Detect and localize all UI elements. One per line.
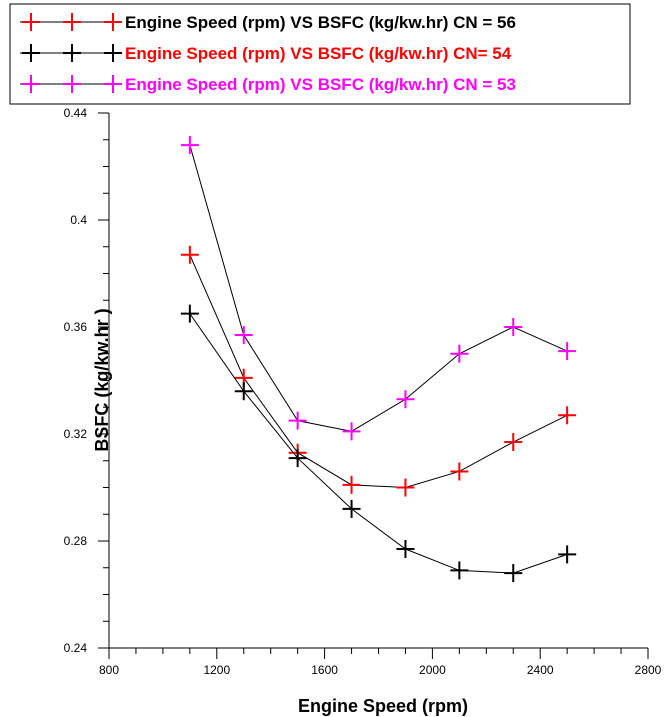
data-point: [450, 561, 469, 580]
y-tick-label: 0.32: [64, 427, 88, 441]
series-line: [189, 144, 568, 432]
plot-area: 800 1200 1600 2000 2400 2800 0.24 0.28 0.32 0.36 0…: [64, 106, 662, 677]
data-point: [504, 433, 523, 452]
data-point: [558, 545, 577, 564]
data-point: [180, 304, 199, 323]
legend-swatch-marker: [104, 44, 122, 62]
data-point: [450, 462, 469, 481]
data-point: [450, 344, 469, 363]
legend-swatch-marker: [63, 75, 81, 93]
legend-swatch-marker: [22, 44, 40, 62]
y-tick-label: 0.4: [70, 213, 87, 227]
data-point: [558, 406, 577, 425]
y-tick-label: 0.28: [64, 534, 88, 548]
data-point: [342, 422, 361, 441]
data-point: [234, 382, 253, 401]
data-point: [396, 478, 415, 497]
x-tick-label: 2400: [527, 663, 554, 677]
data-point: [342, 475, 361, 494]
legend-swatch-marker: [104, 13, 122, 31]
x-tick-label: 2000: [419, 663, 446, 677]
series-line: [189, 254, 568, 489]
data-point: [288, 449, 307, 468]
legend-label: Engine Speed (rpm) VS BSFC (kg/kw.hr) CN…: [125, 13, 516, 32]
data-point: [558, 342, 577, 361]
legend-label: Engine Speed (rpm) VS BSFC (kg/kw.hr) CN…: [125, 44, 512, 63]
y-tick-label: 0.24: [64, 641, 88, 655]
x-tick-label: 800: [99, 663, 119, 677]
legend: Engine Speed (rpm) VS BSFC (kg/kw.hr) CN…: [9, 3, 631, 105]
data-point: [504, 318, 523, 336]
y-tick-label: 0.36: [64, 320, 88, 334]
data-point: [288, 411, 307, 430]
legend-swatch-marker: [22, 13, 40, 31]
data-point: [504, 564, 523, 583]
x-tick-label: 1200: [203, 663, 230, 677]
data-point: [180, 245, 199, 264]
legend-label: Engine Speed (rpm) VS BSFC (kg/kw.hr) CN…: [125, 75, 516, 94]
data-point: [396, 390, 415, 409]
legend-swatch-marker: [63, 44, 81, 62]
data-point: [396, 540, 415, 559]
y-tick-label: 0.44: [64, 106, 88, 120]
data-point: [234, 326, 253, 345]
data-point: [342, 499, 361, 518]
data-point: [180, 136, 199, 155]
legend-swatch-marker: [104, 75, 122, 93]
legend-swatch-marker: [63, 13, 81, 31]
x-tick-label: 2800: [635, 663, 662, 677]
legend-swatch-marker: [22, 75, 40, 93]
x-tick-label: 1600: [311, 663, 338, 677]
x-axis-title: Engine Speed (rpm): [298, 696, 468, 716]
y-axis-title: BSFC (kg/kw.hr ): [92, 308, 112, 451]
